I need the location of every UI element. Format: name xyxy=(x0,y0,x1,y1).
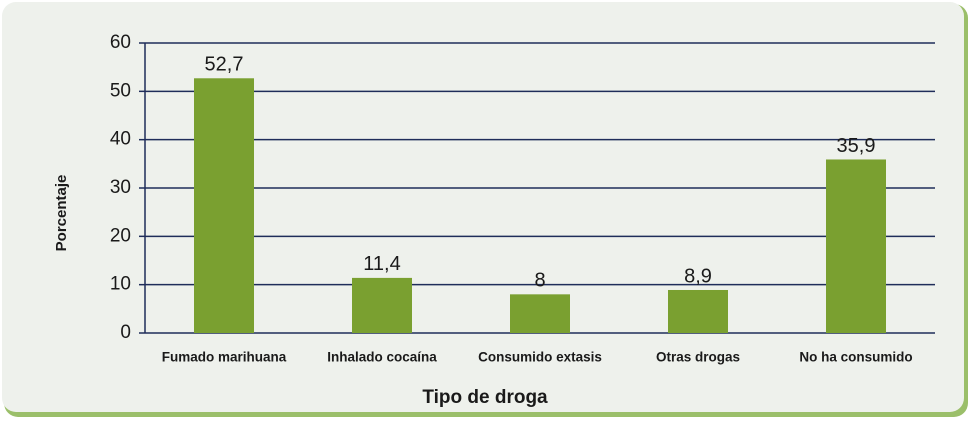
y-tick-label: 0 xyxy=(120,322,131,343)
bar xyxy=(826,159,886,333)
x-tick-label: Consumido extasis xyxy=(478,350,602,365)
x-tick-label: Fumado marihuana xyxy=(162,350,287,365)
y-axis-title: Porcentaje xyxy=(53,175,70,252)
y-tick-label: 60 xyxy=(110,32,131,53)
value-label: 8,9 xyxy=(684,265,712,287)
value-label: 52,7 xyxy=(205,54,244,76)
bar xyxy=(668,289,728,333)
x-tick-label: Otras drogas xyxy=(656,350,740,365)
y-tick-label: 20 xyxy=(110,225,131,246)
value-label: 35,9 xyxy=(837,135,876,157)
bar xyxy=(352,277,412,333)
value-label: 8 xyxy=(534,270,545,292)
y-tick-label: 50 xyxy=(110,80,131,101)
x-tick-label: No ha consumido xyxy=(799,350,912,365)
y-tick-label: 30 xyxy=(110,177,131,198)
bar xyxy=(194,78,254,334)
x-axis-title: Tipo de droga xyxy=(422,387,548,408)
y-tick-label: 10 xyxy=(110,274,131,295)
bar xyxy=(510,294,570,333)
y-tick-label: 40 xyxy=(110,129,131,150)
x-tick-label: Inhalado cocaína xyxy=(327,350,437,365)
value-label: 11,4 xyxy=(363,253,400,275)
